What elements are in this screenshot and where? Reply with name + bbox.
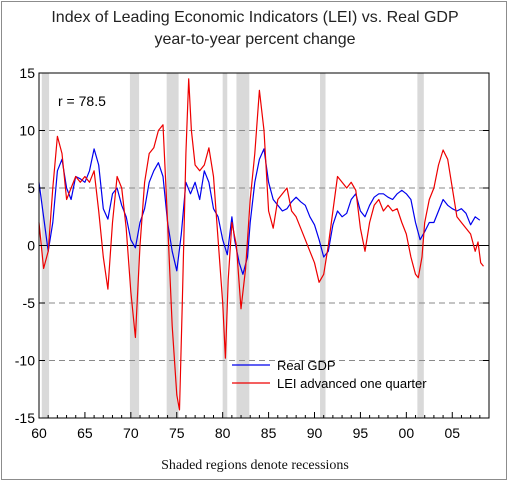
y-tick-label-2: -5 <box>23 295 36 311</box>
chart-subtitle: year-to-year percent change <box>154 31 356 48</box>
y-tick-label-3: 0 <box>27 238 35 254</box>
y-axis: -15 -10 -5 0 5 10 15 <box>15 65 489 426</box>
x-tick-label-0: 60 <box>31 425 47 441</box>
x-tick-label-3: 75 <box>169 425 185 441</box>
x-tick-label-5: 85 <box>261 425 277 441</box>
legend-label-1: LEI advanced one quarter <box>277 376 427 391</box>
x-tick-label-1: 65 <box>77 425 93 441</box>
y-tick-label-5: 10 <box>19 123 35 139</box>
recession-footnote: Shaded regions denote recessions <box>161 458 349 473</box>
y-tick-label-0: -15 <box>15 410 35 426</box>
x-tick-label-6: 90 <box>307 425 323 441</box>
x-tick-label-2: 70 <box>123 425 139 441</box>
x-tick-label-9: 05 <box>444 425 460 441</box>
legend: Real GDP LEI advanced one quarter <box>232 358 427 391</box>
correlation-annotation: r = 78.5 <box>58 93 106 109</box>
chart-title: Index of Leading Economic Indicators (LE… <box>51 9 459 26</box>
x-axis: 60 65 70 75 80 85 90 95 00 05 <box>31 412 490 441</box>
series-lines <box>38 78 484 411</box>
series-line-0 <box>38 148 481 275</box>
legend-label-0: Real GDP <box>277 358 336 373</box>
x-tick-label-4: 80 <box>215 425 231 441</box>
y-tick-label-6: 15 <box>19 65 35 81</box>
series-line-1 <box>38 78 484 411</box>
y-tick-label-1: -10 <box>15 353 35 369</box>
x-tick-label-7: 95 <box>353 425 369 441</box>
x-tick-label-8: 00 <box>399 425 415 441</box>
y-tick-label-4: 5 <box>27 180 35 196</box>
